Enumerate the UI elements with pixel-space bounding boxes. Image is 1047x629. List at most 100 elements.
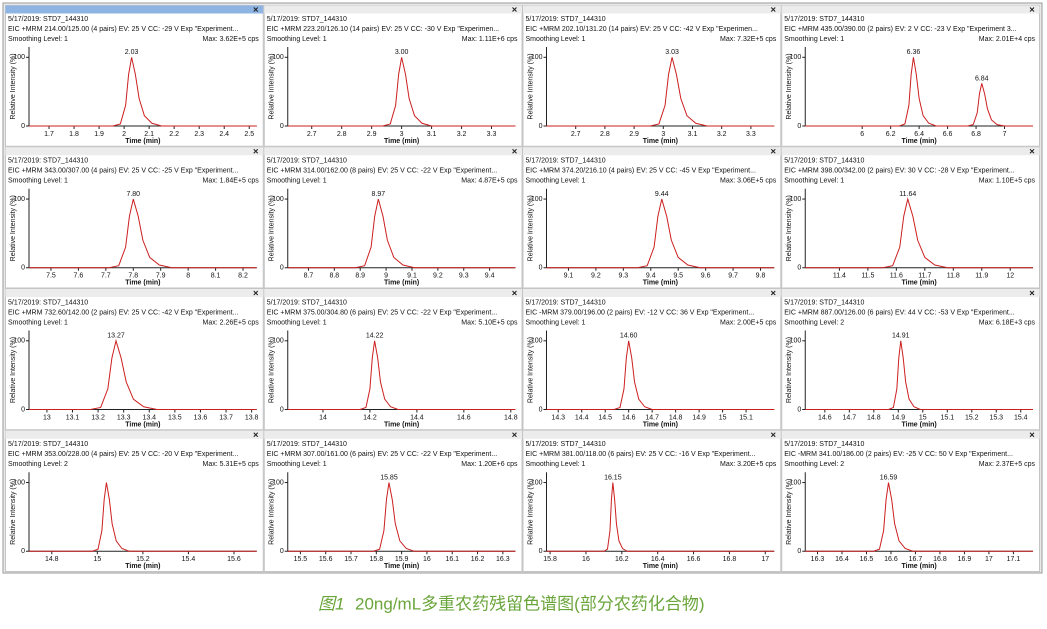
- x-tick-label: 15.4: [1014, 414, 1028, 421]
- close-button[interactable]: [770, 290, 776, 296]
- chart-panel: 5/17/2019: STD7_144310 EIC +MRM 223.20/12…: [263, 5, 523, 147]
- y-tick-label: 100: [13, 54, 25, 61]
- y-tick-label: 0: [797, 548, 801, 555]
- close-button[interactable]: [253, 432, 259, 438]
- close-button[interactable]: [512, 432, 517, 438]
- x-tick-label: 15.5: [294, 556, 308, 563]
- close-icon: [253, 290, 259, 296]
- x-tick-label: 7.9: [156, 273, 166, 280]
- x-tick-label: 16: [582, 556, 590, 563]
- close-button[interactable]: [1029, 290, 1035, 296]
- chart-panel: 5/17/2019: STD7_144310 EIC -MRM 379.00/19…: [522, 288, 782, 431]
- panel-title: 5/17/2019: STD7_144310: [267, 441, 347, 448]
- chart-panel: 5/17/2019: STD7_144310 EIC +MRM 353.00/22…: [5, 430, 264, 572]
- close-icon: [253, 7, 259, 12]
- close-icon: [770, 290, 776, 296]
- panel-subtitle: EIC +MRM 374.20/216.10 (4 pairs) EV: 25 …: [526, 168, 756, 175]
- close-icon: [253, 148, 259, 154]
- chart-panel: 5/17/2019: STD7_144310 EIC +MRM 343.00/30…: [5, 146, 264, 289]
- close-button[interactable]: [1029, 7, 1035, 12]
- y-tick-label: 100: [790, 338, 802, 345]
- y-axis-label: Relative Intensity (%): [269, 195, 276, 261]
- panel-subtitle: EIC +MRM 343.00/307.00 (4 pairs) EV: 25 …: [8, 168, 238, 175]
- close-button[interactable]: [770, 432, 776, 438]
- panel-title: 5/17/2019: STD7_144310: [8, 16, 88, 23]
- panel-background: [263, 146, 523, 289]
- x-tick-label: 15.6: [227, 556, 241, 563]
- smoothing-level: Smoothing Level: 1: [526, 319, 586, 326]
- y-axis-label: Relative Intensity (%): [786, 479, 793, 545]
- close-button[interactable]: [253, 290, 259, 296]
- close-button[interactable]: [1029, 432, 1035, 438]
- y-axis-label: Relative Intensity (%): [786, 195, 793, 261]
- x-tick-label: 9.4: [485, 273, 495, 280]
- close-button[interactable]: [253, 7, 259, 12]
- y-axis-label: Relative Intensity (%): [10, 195, 17, 261]
- close-button[interactable]: [512, 148, 517, 154]
- close-button[interactable]: [1029, 148, 1035, 154]
- x-tick-label: 7.7: [101, 273, 111, 280]
- panel-title: 5/17/2019: STD7_144310: [784, 158, 864, 165]
- x-tick-label: 14.4: [410, 414, 424, 421]
- x-tick-label: 16.8: [933, 556, 947, 563]
- close-icon: [1029, 432, 1035, 438]
- x-tick-label: 14.2: [363, 414, 377, 421]
- max-intensity: Max: 4.87E+5 cps: [461, 178, 518, 185]
- y-tick-label: 0: [21, 548, 25, 555]
- panel-header-bar: [5, 147, 264, 156]
- close-button[interactable]: [253, 148, 259, 154]
- close-icon: [512, 148, 517, 154]
- smoothing-level: Smoothing Level: 1: [526, 178, 586, 185]
- panel-background: [522, 288, 782, 431]
- panel-subtitle: EIC +MRM 353.00/228.00 (4 pairs) EV: 25 …: [8, 451, 238, 458]
- peak-label: 3.03: [665, 49, 679, 56]
- close-button[interactable]: [512, 290, 517, 296]
- y-tick-label: 100: [272, 54, 284, 61]
- x-tick-label: 14.7: [645, 414, 659, 421]
- x-tick-label: 15.1: [940, 414, 954, 421]
- smoothing-level: Smoothing Level: 1: [8, 178, 68, 185]
- panel-header-bar: [523, 5, 781, 14]
- max-intensity: Max: 2.01E+4 cps: [979, 36, 1036, 43]
- panel-subtitle: EIC -MRM 379.00/196.00 (2 pairs) EV: -12…: [526, 309, 755, 316]
- y-tick-label: 100: [13, 479, 25, 486]
- x-tick-label: 7.8: [128, 273, 138, 280]
- y-tick-label: 100: [272, 196, 284, 203]
- y-tick-label: 100: [13, 196, 25, 203]
- panel-title: 5/17/2019: STD7_144310: [526, 441, 606, 448]
- x-tick-label: 9.2: [591, 273, 601, 280]
- y-tick-label: 0: [539, 123, 543, 130]
- x-tick-label: 9.4: [646, 273, 656, 280]
- x-tick-label: 17.1: [1007, 556, 1021, 563]
- panel-header-bar: [781, 147, 1040, 156]
- chromatogram-line: [29, 198, 257, 269]
- x-tick-label: 9.8: [756, 273, 766, 280]
- panel-subtitle: EIC +MRM 398.00/342.00 (2 pairs) EV: 30 …: [784, 168, 1014, 175]
- panel-background: [5, 288, 264, 431]
- peak-label: 16.15: [604, 474, 622, 481]
- panel-background: [781, 288, 1040, 431]
- panel-header-bar: [264, 289, 522, 297]
- x-tick-label: 13.8: [245, 414, 259, 421]
- x-tick-label: 3.3: [487, 131, 497, 138]
- close-button[interactable]: [770, 7, 776, 12]
- y-axis-label: Relative Intensity (%): [786, 337, 793, 403]
- x-axis-label: Time (min): [901, 138, 936, 145]
- chart-panel: 5/17/2019: STD7_144310 EIC +MRM 381.00/11…: [522, 430, 782, 572]
- chromatogram-line: [805, 482, 1033, 552]
- caption-label: 图1: [318, 594, 344, 613]
- x-tick-label: 15.1: [739, 414, 753, 421]
- close-button[interactable]: [512, 7, 517, 12]
- close-button[interactable]: [770, 148, 776, 154]
- y-tick-label: 100: [13, 338, 25, 345]
- x-tick-label: 2.9: [629, 131, 639, 138]
- max-intensity: Max: 1.10E+5 cps: [979, 178, 1036, 185]
- x-tick-label: 6.2: [886, 131, 896, 138]
- chromatogram-line: [29, 482, 257, 552]
- x-tick-label: 11.4: [833, 273, 846, 280]
- panel-header-bar: [264, 147, 522, 156]
- chromatogram-line: [546, 482, 775, 552]
- smoothing-level: Smoothing Level: 1: [267, 36, 327, 43]
- x-tick-label: 15.2: [965, 414, 979, 421]
- smoothing-level: Smoothing Level: 1: [8, 319, 68, 326]
